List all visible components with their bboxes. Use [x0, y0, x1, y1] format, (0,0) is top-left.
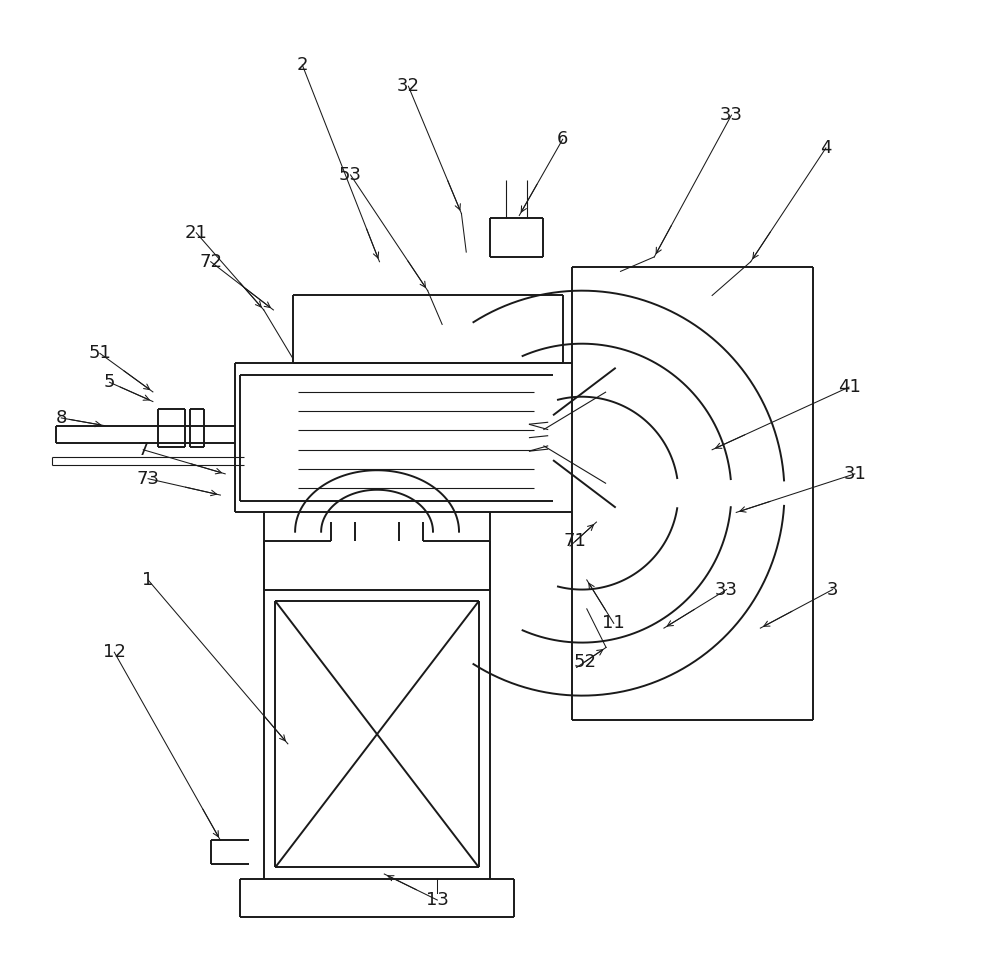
Text: 33: 33 — [715, 580, 738, 599]
Text: 33: 33 — [720, 106, 743, 124]
Text: 13: 13 — [426, 891, 449, 909]
Text: 3: 3 — [827, 580, 838, 599]
Text: 53: 53 — [339, 166, 362, 184]
Text: 52: 52 — [573, 653, 596, 671]
Text: 5: 5 — [104, 373, 115, 392]
Text: 1: 1 — [142, 571, 154, 589]
Text: 2: 2 — [297, 56, 308, 74]
Text: 21: 21 — [185, 223, 208, 242]
Text: 73: 73 — [137, 470, 160, 487]
Text: 11: 11 — [602, 614, 625, 632]
Text: 6: 6 — [557, 131, 568, 148]
Text: 7: 7 — [137, 441, 149, 458]
Text: 8: 8 — [56, 409, 67, 427]
Text: 12: 12 — [103, 643, 126, 661]
Text: 71: 71 — [564, 533, 587, 550]
Text: 4: 4 — [820, 139, 832, 157]
Text: 41: 41 — [838, 378, 860, 396]
Text: 32: 32 — [397, 77, 420, 95]
Text: 72: 72 — [199, 252, 222, 271]
Text: 51: 51 — [88, 344, 111, 363]
Text: 31: 31 — [843, 465, 866, 483]
